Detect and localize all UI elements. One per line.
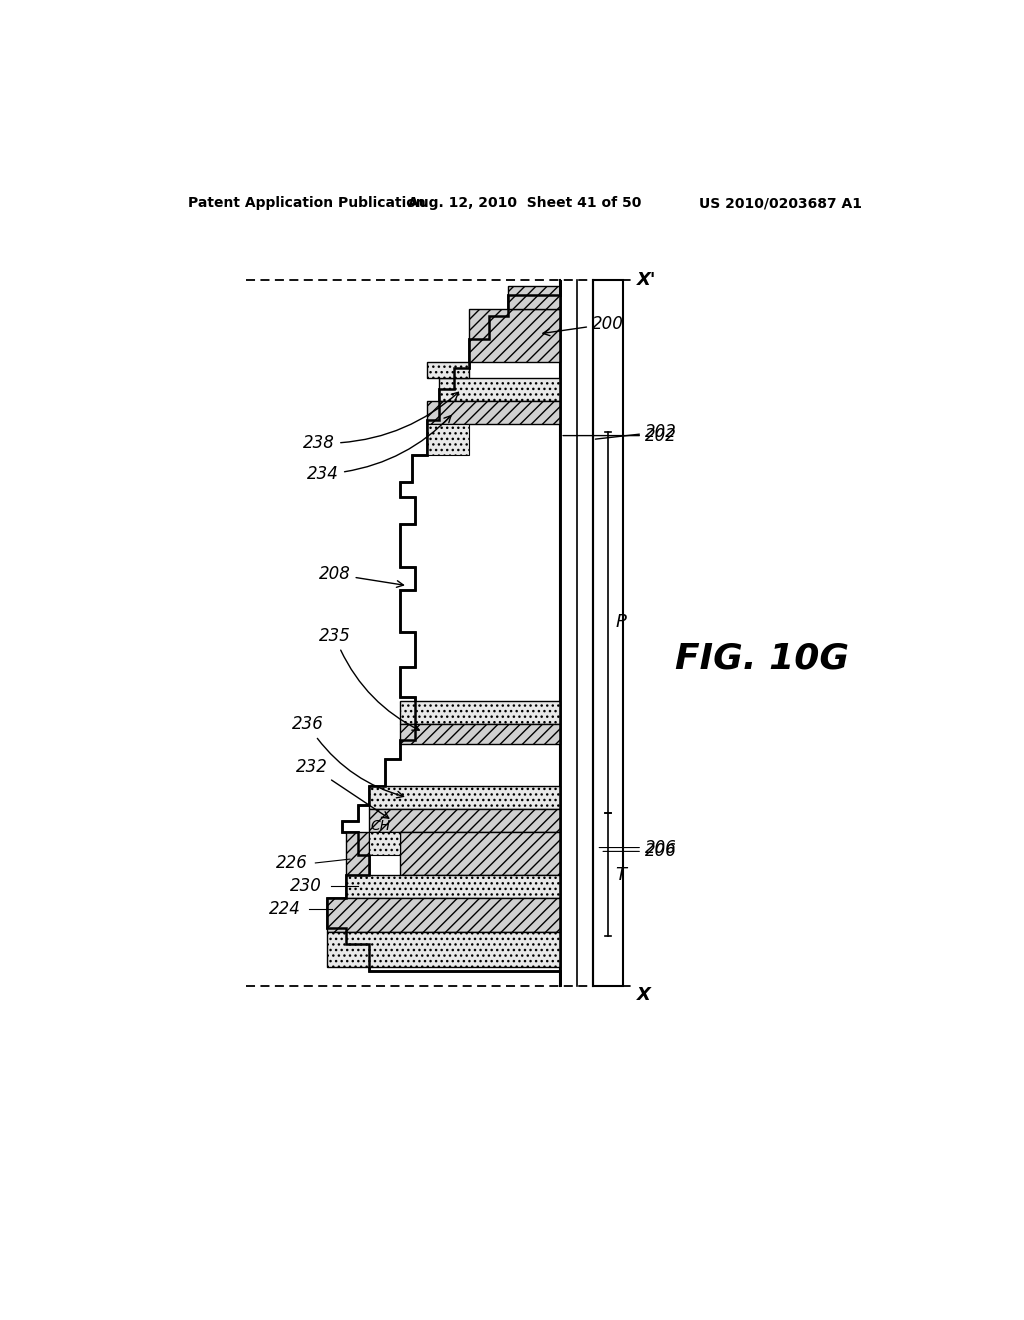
Text: 232: 232	[296, 758, 389, 818]
Text: CH: CH	[371, 818, 391, 833]
Polygon shape	[508, 286, 560, 309]
Text: 238: 238	[303, 392, 459, 453]
Polygon shape	[327, 280, 560, 986]
Text: T: T	[615, 866, 627, 883]
Polygon shape	[427, 363, 469, 378]
Polygon shape	[327, 932, 560, 966]
Text: 202: 202	[563, 426, 677, 445]
Text: 230: 230	[290, 876, 323, 895]
Text: 236: 236	[292, 715, 403, 797]
Polygon shape	[438, 378, 560, 401]
Polygon shape	[370, 809, 560, 832]
Text: P: P	[615, 614, 627, 631]
Text: 224: 224	[268, 900, 300, 919]
Text: 206: 206	[603, 842, 677, 861]
Bar	[593, 280, 624, 986]
Polygon shape	[346, 874, 560, 898]
Polygon shape	[400, 701, 560, 725]
Polygon shape	[346, 832, 370, 874]
Text: FIG. 10G: FIG. 10G	[675, 642, 849, 676]
Text: Patent Application Publication: Patent Application Publication	[188, 197, 426, 210]
Text: 208: 208	[318, 565, 403, 587]
Polygon shape	[427, 424, 469, 455]
Text: 234: 234	[307, 416, 451, 483]
Polygon shape	[400, 725, 560, 743]
Polygon shape	[400, 832, 560, 874]
Polygon shape	[469, 309, 560, 363]
Polygon shape	[327, 898, 560, 932]
Text: 200: 200	[543, 315, 624, 335]
Text: 206: 206	[599, 838, 677, 857]
Polygon shape	[370, 785, 560, 809]
Text: X: X	[637, 986, 651, 1005]
Text: 226: 226	[276, 854, 308, 873]
Text: 202: 202	[595, 422, 677, 441]
Polygon shape	[427, 401, 560, 424]
Polygon shape	[370, 832, 400, 855]
Text: 235: 235	[318, 627, 419, 730]
Text: Aug. 12, 2010  Sheet 41 of 50: Aug. 12, 2010 Sheet 41 of 50	[409, 197, 641, 210]
Text: US 2010/0203687 A1: US 2010/0203687 A1	[699, 197, 862, 210]
Text: X': X'	[637, 271, 656, 289]
